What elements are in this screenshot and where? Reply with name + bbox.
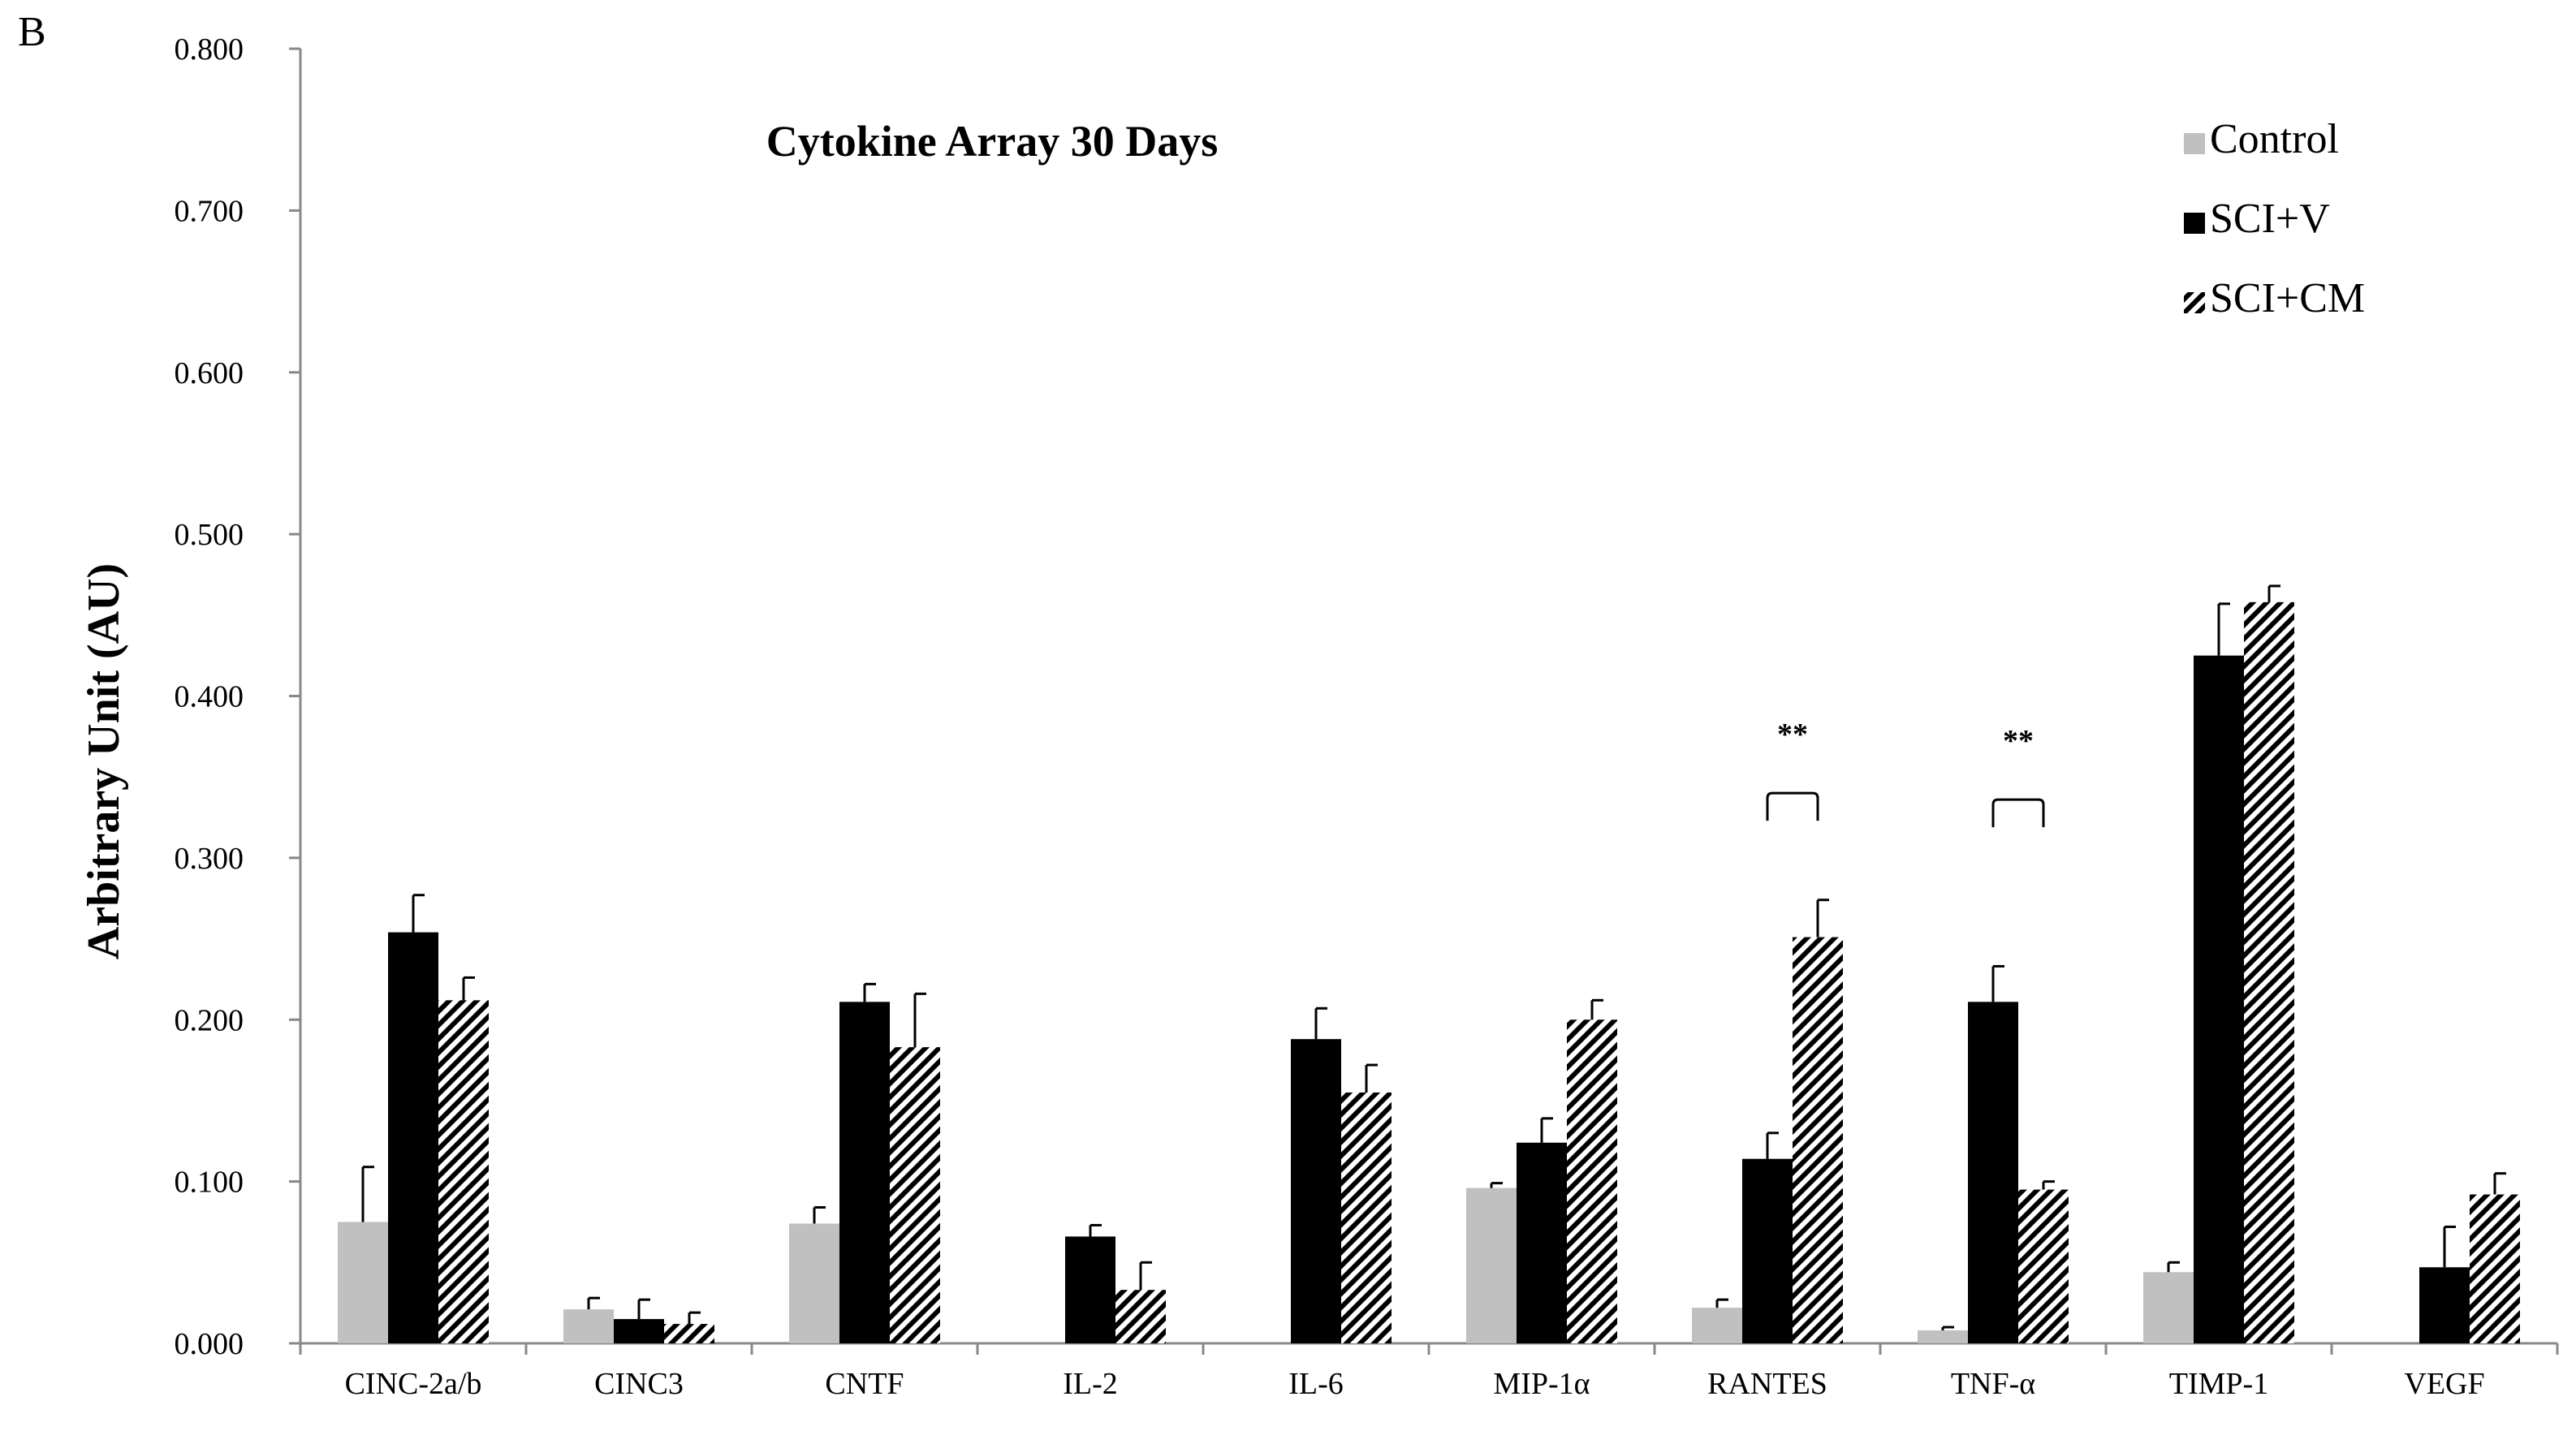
y-tick-label: 0.400	[175, 680, 244, 714]
category-label: IL-6	[1288, 1367, 1344, 1401]
legend-swatch	[2184, 133, 2205, 154]
bar-sci-cm	[1567, 1019, 1617, 1343]
category-label: CINC-2a/b	[345, 1367, 482, 1401]
category-label: IL-2	[1063, 1367, 1118, 1401]
significance-annotations: ** **	[1766, 718, 2045, 828]
bar-sci-cm	[1115, 1290, 1166, 1343]
y-tick-label: 0.000	[175, 1327, 244, 1361]
category-label: MIP-1α	[1493, 1367, 1590, 1401]
significance-label: **	[2003, 724, 2034, 758]
bar-sci-cm	[438, 1000, 489, 1343]
x-axis: CINC-2a/b CINC3 CNTF IL-2 IL-6 MIP-1α RANTES TN…	[299, 1342, 2559, 1401]
bar-sci-v	[1968, 1002, 2018, 1343]
category-label: TIMP-1	[2169, 1367, 2268, 1401]
category-label: CINC3	[594, 1367, 684, 1401]
chart-title: Cytokine Array 30 Days	[766, 117, 1218, 166]
legend-label: Control	[2210, 116, 2339, 162]
bar-control	[563, 1309, 614, 1343]
bar-sci-cm	[1341, 1092, 1392, 1343]
bar-control	[1918, 1330, 1968, 1343]
legend-swatch	[2184, 213, 2205, 234]
legend: Control SCI+V SCI+CM	[2184, 116, 2365, 321]
category-label: TNF-α	[1951, 1367, 2035, 1401]
legend-swatch	[2184, 292, 2205, 313]
significance-bracket	[1766, 791, 1819, 821]
bar-control	[338, 1222, 388, 1343]
y-tick-label: 0.800	[175, 32, 244, 67]
bar-sci-cm	[1793, 937, 1843, 1343]
significance-bracket	[1991, 798, 2045, 828]
legend-label: SCI+V	[2210, 196, 2330, 242]
category-label: CNTF	[825, 1367, 904, 1401]
bar-sci-cm	[2018, 1189, 2069, 1343]
bar-sci-cm	[2244, 601, 2294, 1343]
bar-sci-cm	[890, 1047, 940, 1343]
category-label: VEGF	[2404, 1367, 2484, 1401]
bar-sci-v	[388, 932, 438, 1343]
bar-sci-v	[614, 1319, 664, 1343]
y-axis: 0.000 0.100 0.200 0.300 0.400 0.500 0.600 0.700…	[175, 32, 302, 1361]
bar-sci-v	[839, 1002, 890, 1343]
y-axis-label: Arbitrary Unit (AU)	[79, 563, 129, 959]
error-bars	[361, 584, 2506, 1331]
bar-sci-cm	[664, 1324, 714, 1343]
bar-sci-cm	[2470, 1194, 2520, 1343]
y-tick-label: 0.100	[175, 1166, 244, 1200]
category-label: RANTES	[1707, 1367, 1827, 1401]
y-tick-label: 0.500	[175, 518, 244, 552]
y-tick-label: 0.200	[175, 1003, 244, 1037]
panel-label: B	[18, 9, 46, 55]
bar-sci-v	[1742, 1158, 1793, 1343]
bars	[338, 601, 2520, 1343]
bar-sci-v	[1291, 1039, 1341, 1343]
y-tick-label: 0.700	[175, 194, 244, 228]
significance-label: **	[1777, 718, 1808, 752]
y-tick-label: 0.600	[175, 356, 244, 390]
legend-label: SCI+CM	[2210, 275, 2365, 321]
bar-sci-v	[1517, 1142, 1567, 1343]
bar-control	[2143, 1272, 2194, 1343]
bar-sci-v	[2419, 1267, 2470, 1343]
bar-sci-v	[2194, 655, 2244, 1343]
y-tick-label: 0.300	[175, 842, 244, 876]
bar-control	[789, 1223, 839, 1343]
bar-control	[1692, 1308, 1742, 1343]
bar-sci-v	[1065, 1236, 1115, 1343]
bar-control	[1466, 1187, 1517, 1343]
